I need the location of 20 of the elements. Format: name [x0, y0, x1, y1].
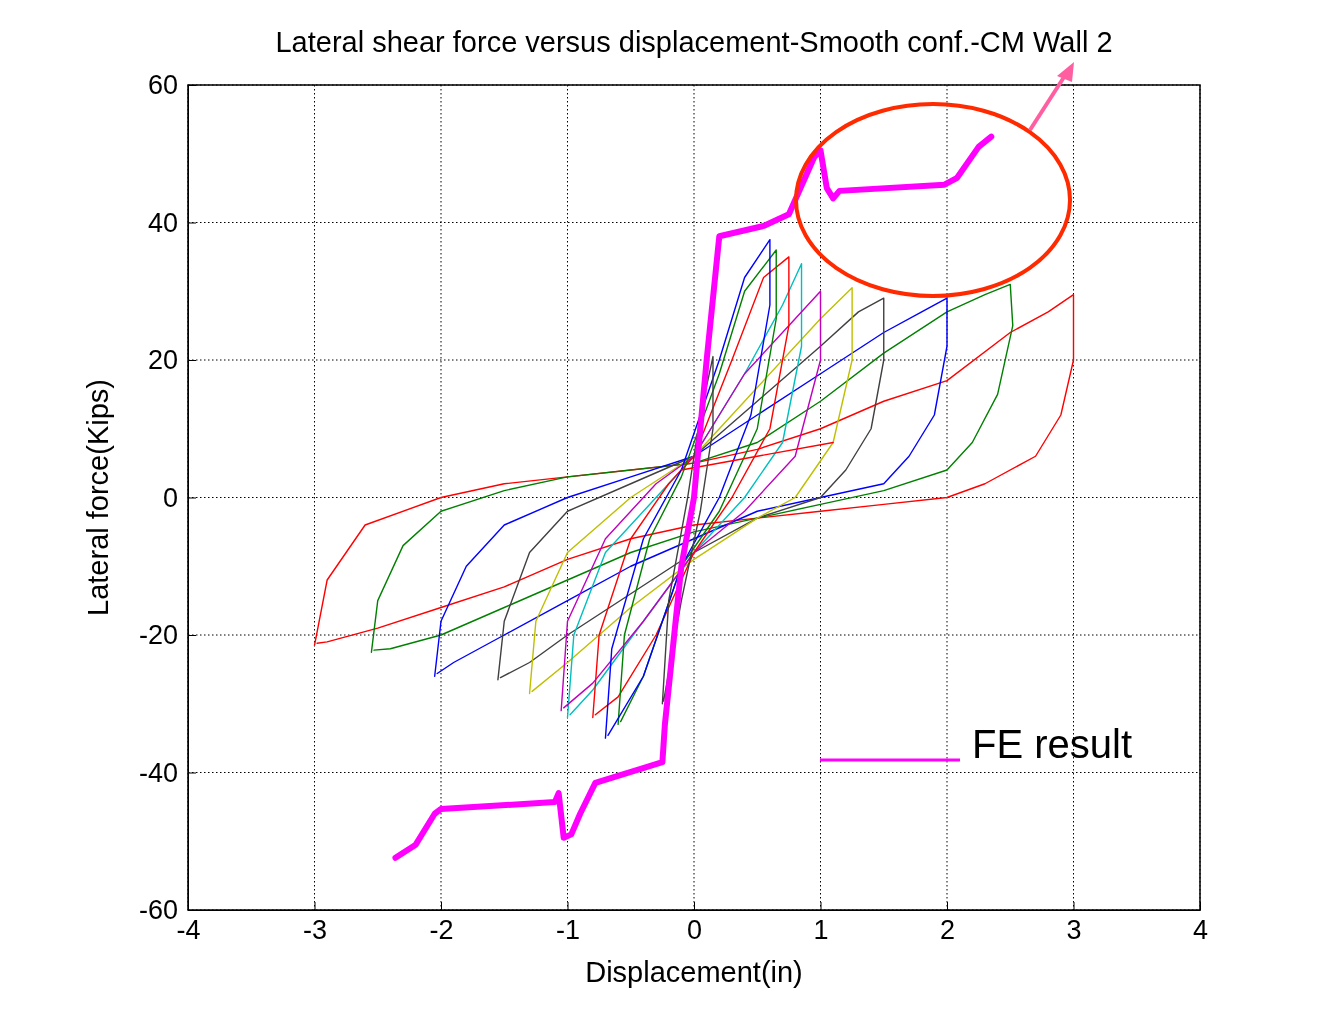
- x-tick-label: -1: [555, 915, 581, 946]
- y-tick-label: -60: [138, 895, 178, 926]
- x-tick-label: -3: [302, 915, 328, 946]
- x-tick-label: 0: [686, 915, 703, 946]
- x-tick-label: -4: [176, 915, 201, 946]
- x-axis-title: Displacement(in): [585, 956, 803, 988]
- x-tick-label: 4: [1192, 915, 1209, 946]
- x-tick-label: -2: [429, 915, 454, 946]
- y-tick-label: -40: [138, 757, 178, 788]
- chart-title: Lateral shear force versus displacement-Smooth conf.-CM Wall 2: [275, 26, 1113, 58]
- x-tick-label: 1: [813, 915, 829, 946]
- y-tick-label: 0: [162, 482, 178, 513]
- y-tick-label: 20: [147, 345, 178, 376]
- legend-label: FE result: [972, 722, 1133, 766]
- y-tick-label: 60: [147, 70, 178, 101]
- y-tick-label: -20: [138, 620, 178, 651]
- y-axis-title: Lateral force(Kips): [82, 379, 114, 616]
- x-tick-label: 2: [939, 915, 956, 946]
- y-tick-label: 40: [147, 207, 178, 238]
- x-tick-label: 3: [1066, 915, 1082, 946]
